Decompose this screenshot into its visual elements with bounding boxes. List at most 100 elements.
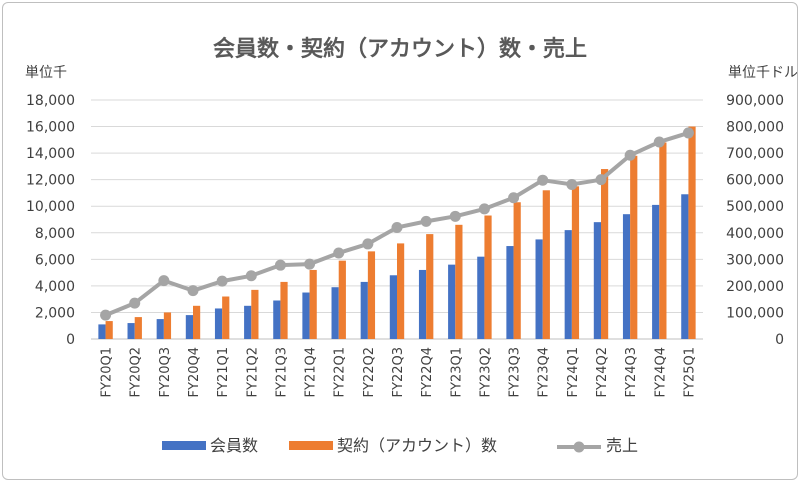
right-tick-label: 0 — [775, 332, 784, 348]
left-tick-label: 18,000 — [26, 93, 75, 109]
bar-members-FY23Q1 — [448, 264, 456, 339]
x-tick-label: FY22Q1 — [333, 347, 348, 397]
sales-point-FY24Q4 — [653, 136, 665, 148]
bar-contracts-FY20Q1 — [105, 321, 113, 339]
bar-members-FY22Q4 — [418, 269, 427, 339]
legend-sales-swatch-marker — [573, 441, 585, 453]
x-tick-label: FY20Q3 — [158, 347, 173, 397]
bar-contracts-FY24Q2 — [601, 169, 609, 339]
bar-contracts-FY20Q3 — [163, 312, 172, 339]
sales-point-FY24Q1 — [566, 178, 578, 190]
left-tick-label: 12,000 — [26, 173, 75, 189]
left-tick-label: 8,000 — [35, 226, 75, 242]
bar-contracts-FY23Q1 — [455, 224, 463, 339]
right-axis-unit: 単位千ドル — [728, 65, 797, 81]
right-tick-label: 100,000 — [726, 305, 784, 321]
bar-members-FY24Q3 — [622, 214, 631, 339]
bar-contracts-FY24Q1 — [571, 186, 580, 339]
bar-members-FY20Q1 — [98, 324, 106, 339]
bar-contracts-FY23Q3 — [513, 202, 521, 339]
sales-point-FY22Q4 — [420, 215, 432, 227]
bar-contracts-FY22Q2 — [367, 251, 376, 339]
x-tick-label: FY21Q4 — [304, 347, 319, 397]
legend-contracts-swatch — [289, 441, 333, 450]
x-tick-label: FY21Q1 — [216, 347, 231, 397]
x-tick-label: FY22Q2 — [362, 347, 377, 397]
sales-point-FY25Q1 — [682, 127, 694, 139]
bar-members-FY22Q1 — [331, 287, 339, 339]
legend-members-label: 会員数 — [210, 436, 258, 455]
left-tick-label: 0 — [66, 332, 75, 348]
bar-contracts-FY24Q3 — [630, 155, 638, 339]
sales-point-FY23Q2 — [478, 203, 490, 215]
right-tick-label: 900,000 — [726, 93, 784, 109]
sales-point-FY21Q2 — [245, 270, 257, 282]
bar-contracts-FY21Q3 — [280, 281, 288, 339]
bar-members-FY25Q1 — [681, 194, 689, 339]
chart-title: 会員数・契約（アカウント）数・売上 — [213, 36, 587, 62]
bar-contracts-FY24Q4 — [659, 142, 667, 339]
sales-point-FY23Q1 — [449, 210, 461, 222]
x-tick-label: FY23Q4 — [537, 347, 552, 397]
bar-contracts-FY22Q4 — [426, 234, 434, 339]
left-tick-label: 16,000 — [26, 120, 75, 136]
bar-members-FY24Q2 — [593, 222, 601, 339]
left-tick-label: 2,000 — [35, 305, 75, 321]
x-tick-label: FY24Q1 — [566, 347, 581, 397]
bar-members-FY21Q2 — [244, 305, 252, 339]
bar-members-FY20Q4 — [185, 315, 193, 339]
x-tick-label: FY22Q4 — [420, 347, 435, 397]
bar-members-FY20Q2 — [127, 323, 135, 339]
x-axis-ticks: FY20Q1 FY20Q2 FY20Q3 FY20Q4 FY21Q1 FY21Q2 FY21… — [100, 347, 698, 397]
sales-point-FY20Q2 — [129, 297, 141, 309]
left-tick-label: 10,000 — [26, 199, 75, 215]
right-tick-label: 200,000 — [726, 279, 784, 295]
sales-point-FY24Q3 — [624, 149, 636, 161]
sales-point-FY22Q1 — [333, 247, 345, 259]
bar-contracts-FY25Q1 — [688, 126, 696, 339]
bar-members-FY23Q2 — [477, 256, 485, 339]
x-tick-label: FY20Q4 — [187, 347, 202, 397]
bar-contracts-FY21Q2 — [251, 289, 259, 339]
right-tick-label: 600,000 — [726, 173, 784, 189]
legend: 会員数 契約（アカウント）数 売上 — [162, 436, 638, 455]
left-axis-ticks: 18,000 16,000 14,000 12,000 10,000 8,000 6,000… — [26, 93, 75, 348]
bar-members-FY24Q4 — [652, 204, 660, 339]
right-tick-label: 500,000 — [726, 199, 784, 215]
sales-point-FY20Q1 — [100, 309, 112, 321]
left-axis-unit: 単位千 — [25, 65, 67, 81]
sales-point-FY20Q4 — [187, 285, 199, 297]
bar-contracts-FY21Q1 — [222, 296, 230, 339]
x-tick-label: FY20Q2 — [129, 347, 144, 397]
x-tick-label: FY24Q4 — [653, 347, 668, 397]
bar-members-FY21Q4 — [302, 292, 310, 339]
bar-members-FY21Q3 — [273, 300, 281, 339]
bar-contracts-FY23Q2 — [484, 215, 492, 339]
x-tick-label: FY21Q3 — [274, 347, 289, 397]
x-tick-label: FY23Q3 — [508, 347, 523, 397]
right-tick-label: 300,000 — [726, 252, 784, 268]
line-series — [100, 127, 694, 321]
bar-members-FY24Q1 — [564, 230, 572, 339]
x-tick-label: FY23Q2 — [478, 347, 493, 397]
bar-members-FY22Q2 — [360, 281, 368, 339]
x-tick-label: FY23Q1 — [449, 347, 464, 397]
left-tick-label: 6,000 — [35, 252, 75, 268]
x-tick-label: FY22Q3 — [391, 347, 406, 397]
bar-members-FY20Q3 — [156, 319, 164, 339]
sales-point-FY21Q4 — [304, 258, 316, 270]
legend-members-swatch — [162, 441, 206, 450]
legend-contracts-label: 契約（アカウント）数 — [337, 436, 497, 455]
bar-contracts-FY20Q4 — [193, 305, 201, 339]
bar-contracts-FY23Q4 — [542, 190, 550, 339]
left-tick-label: 14,000 — [26, 146, 75, 162]
right-tick-label: 700,000 — [726, 146, 784, 162]
sales-point-FY24Q2 — [595, 174, 607, 186]
right-axis-ticks: 900,000 800,000 700,000 600,000 500,000 400,0… — [726, 93, 784, 348]
left-tick-label: 4,000 — [35, 279, 75, 295]
x-tick-label: FY20Q1 — [100, 347, 115, 397]
sales-point-FY22Q2 — [362, 238, 374, 250]
x-tick-label: FY24Q3 — [624, 347, 639, 397]
sales-point-FY21Q1 — [216, 275, 228, 287]
